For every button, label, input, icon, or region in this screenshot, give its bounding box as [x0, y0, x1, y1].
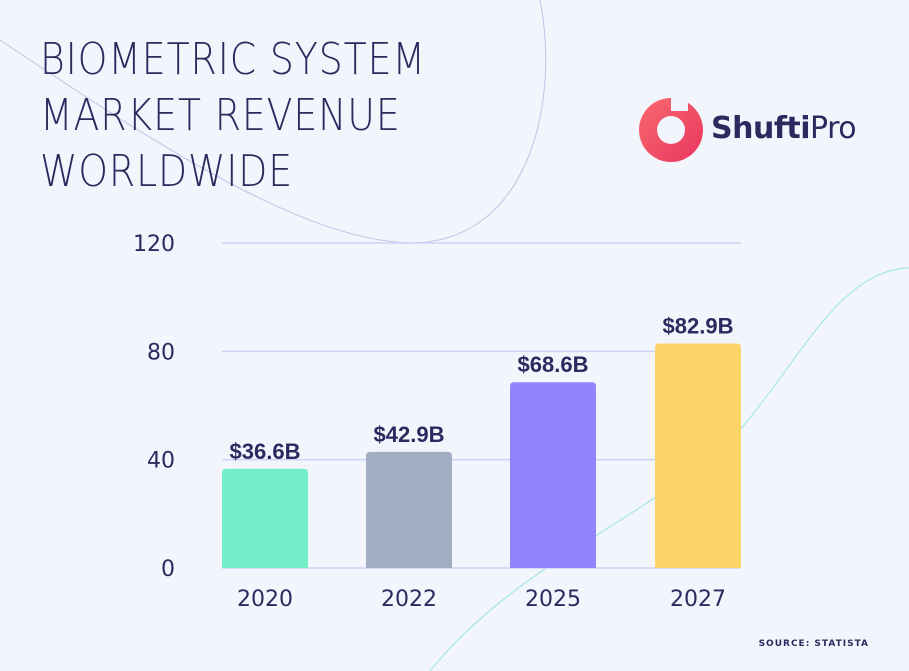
data-label: $42.9B	[374, 422, 445, 447]
y-tick-label: 0	[161, 557, 175, 582]
shufti-logo-icon	[639, 98, 703, 162]
data-label: $36.6B	[230, 439, 301, 464]
y-tick-label: 40	[147, 449, 175, 474]
bar-2027	[655, 343, 741, 568]
source-note: SOURCE: STATISTA	[758, 639, 869, 649]
x-tick-label: 2025	[525, 587, 581, 612]
title-line-2: MARKET REVENUE	[40, 90, 401, 141]
y-tick-label: 120	[133, 232, 175, 257]
y-tick-label: 80	[147, 340, 175, 365]
bar-2022	[366, 451, 452, 568]
brand-word-2: Pro	[810, 111, 857, 146]
data-label: $82.9B	[663, 313, 734, 338]
x-tick-label: 2022	[381, 587, 437, 612]
bar-2020	[222, 468, 308, 568]
title-line-1: BIOMETRIC SYSTEM	[40, 34, 426, 85]
x-tick-label: 2027	[670, 587, 726, 612]
brand-word-1: Shufti	[711, 111, 811, 146]
x-tick-label: 2020	[237, 587, 293, 612]
shufti-pro-logo: ShuftiPro	[638, 97, 878, 165]
data-label: $68.6B	[518, 352, 589, 377]
page-title: BIOMETRIC SYSTEM MARKET REVENUE WORLDWID…	[40, 32, 426, 200]
bar-2025	[510, 382, 596, 568]
title-line-3: WORLDWIDE	[40, 146, 294, 197]
